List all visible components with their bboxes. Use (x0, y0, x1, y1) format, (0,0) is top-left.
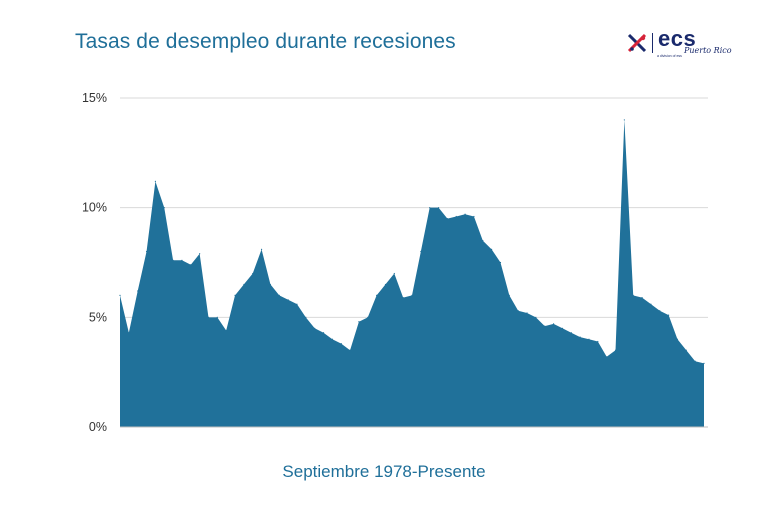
data-point (614, 349, 617, 351)
data-point (632, 294, 634, 296)
data-point (606, 356, 608, 358)
logo-mark-icon (627, 33, 647, 53)
data-point (190, 264, 192, 266)
data-point (659, 310, 661, 312)
data-point (216, 316, 218, 318)
data-point (491, 248, 493, 250)
data-point (597, 340, 599, 343)
unemployment-area (120, 119, 704, 428)
data-point (464, 213, 466, 215)
data-point (384, 283, 387, 286)
logo-separator (652, 33, 653, 53)
data-point (411, 294, 413, 296)
data-point (508, 294, 510, 296)
data-point (163, 207, 165, 209)
logo-text: ecs (658, 26, 697, 51)
data-point (535, 316, 537, 318)
data-point (269, 283, 272, 286)
data-point (544, 325, 546, 327)
data-point (287, 299, 289, 301)
data-point (676, 338, 679, 340)
data-point (429, 207, 431, 209)
y-axis-ticks: 0% 5% 10% 15% (82, 91, 107, 434)
data-point (331, 338, 333, 340)
data-point (119, 294, 121, 296)
data-point (225, 329, 227, 332)
data-point (154, 180, 156, 182)
data-point (420, 250, 422, 253)
data-point (570, 332, 572, 334)
data-point (340, 343, 342, 345)
data-point (526, 312, 528, 314)
data-point (703, 362, 705, 364)
chart-title: Tasas de desempleo durante recesiones (75, 30, 456, 53)
y-tick-label: 10% (82, 201, 107, 215)
y-tick-label: 15% (82, 91, 107, 105)
data-point (128, 332, 130, 334)
data-point (322, 332, 325, 334)
data-point (145, 250, 148, 253)
data-point (579, 336, 581, 338)
data-point (314, 327, 316, 329)
y-tick-label: 5% (89, 310, 107, 324)
data-points (119, 119, 705, 364)
data-point (402, 296, 404, 299)
data-point (517, 310, 519, 312)
logo-script: Puerto Rico (684, 46, 732, 55)
data-point (358, 321, 360, 323)
data-point (623, 119, 625, 121)
data-point (446, 218, 448, 220)
data-point (252, 272, 254, 275)
data-point (499, 261, 502, 264)
data-point (260, 248, 263, 250)
data-point (393, 272, 395, 275)
data-point (437, 207, 440, 209)
data-point (561, 327, 564, 329)
logo-subtext: a division of ess (657, 54, 682, 58)
data-point (296, 303, 298, 305)
y-tick-label: 0% (89, 420, 107, 434)
data-point (181, 259, 183, 261)
data-point (552, 323, 555, 325)
data-point (199, 253, 201, 255)
data-point (207, 316, 210, 318)
data-point (278, 294, 280, 296)
data-point (694, 360, 696, 362)
data-point (305, 316, 307, 318)
data-point (234, 294, 236, 296)
data-point (482, 239, 484, 242)
data-point (685, 349, 687, 351)
data-point (668, 314, 670, 316)
data-point (376, 294, 378, 296)
data-point (367, 316, 369, 318)
data-point (650, 303, 652, 305)
data-point (243, 283, 245, 286)
data-point (588, 338, 590, 340)
data-point (172, 259, 174, 261)
data-point (473, 215, 475, 218)
x-axis-label: Septiembre 1978-Presente (282, 462, 486, 481)
data-point (641, 296, 643, 299)
data-point (349, 349, 351, 351)
data-point (137, 290, 139, 292)
ecs-logo: ecs a division of ess Puerto Rico (626, 26, 732, 64)
data-point (455, 215, 457, 218)
